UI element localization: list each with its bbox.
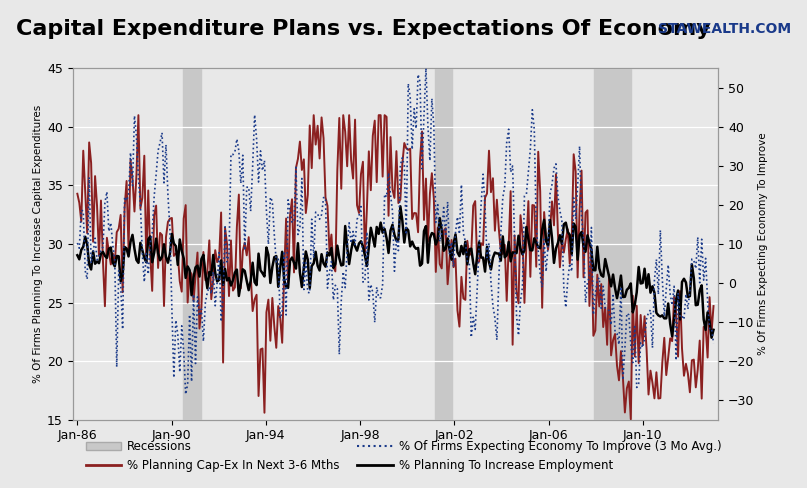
Y-axis label: % Of Firms Planning To Increase Capital Expenditures: % Of Firms Planning To Increase Capital … xyxy=(33,105,43,383)
% Of Firms Expecting Economy To Improve (3 Mo Avg.) xyxy=(165,226,175,232)
% Planning Cap-Ex In Next 3-6 Mths xyxy=(167,215,177,221)
% Planning To Increase Employment xyxy=(709,327,718,333)
% Planning To Increase Employment xyxy=(671,297,681,303)
Text: Capital Expenditure Plans vs. Expectations Of Economy: Capital Expenditure Plans vs. Expectatio… xyxy=(16,20,711,39)
% Planning To Increase Employment xyxy=(73,252,82,258)
Line: % Planning To Increase Employment: % Planning To Increase Employment xyxy=(77,206,713,338)
% Of Firms Expecting Economy To Improve (3 Mo Avg.) xyxy=(673,290,683,296)
% Planning To Increase Employment xyxy=(504,239,513,245)
% Planning To Increase Employment xyxy=(165,251,175,257)
% Planning To Increase Employment xyxy=(551,245,561,251)
% Planning Cap-Ex In Next 3-6 Mths xyxy=(551,171,561,177)
% Of Firms Expecting Economy To Improve (3 Mo Avg.) xyxy=(181,391,190,397)
% Of Firms Expecting Economy To Improve (3 Mo Avg.) xyxy=(709,340,718,346)
Bar xyxy=(435,68,453,420)
% Of Firms Expecting Economy To Improve (3 Mo Avg.) xyxy=(246,208,256,214)
% Planning Cap-Ex In Next 3-6 Mths xyxy=(133,112,143,118)
% Of Firms Expecting Economy To Improve (3 Mo Avg.) xyxy=(506,169,516,175)
% Planning Cap-Ex In Next 3-6 Mths xyxy=(246,271,256,277)
% Of Firms Expecting Economy To Improve (3 Mo Avg.) xyxy=(73,240,82,246)
% Planning To Increase Employment xyxy=(707,335,717,341)
Text: STAWEALTH.COM: STAWEALTH.COM xyxy=(658,22,791,36)
% Planning Cap-Ex In Next 3-6 Mths xyxy=(673,354,683,360)
% Planning Cap-Ex In Next 3-6 Mths xyxy=(626,416,636,422)
% Of Firms Expecting Economy To Improve (3 Mo Avg.) xyxy=(616,284,625,290)
% Planning To Increase Employment xyxy=(395,203,405,209)
Line: % Planning Cap-Ex In Next 3-6 Mths: % Planning Cap-Ex In Next 3-6 Mths xyxy=(77,115,713,419)
% Planning Cap-Ex In Next 3-6 Mths xyxy=(614,377,624,383)
% Planning Cap-Ex In Next 3-6 Mths xyxy=(73,191,82,197)
% Planning Cap-Ex In Next 3-6 Mths xyxy=(504,244,513,250)
Bar xyxy=(594,68,631,420)
Y-axis label: % Of Firms Expecting Economy To Improve: % Of Firms Expecting Economy To Improve xyxy=(759,133,768,355)
% Of Firms Expecting Economy To Improve (3 Mo Avg.) xyxy=(553,193,562,199)
% Of Firms Expecting Economy To Improve (3 Mo Avg.) xyxy=(421,65,431,71)
Bar xyxy=(183,68,201,420)
% Planning To Increase Employment xyxy=(244,287,253,293)
% Planning To Increase Employment xyxy=(614,285,624,291)
Legend: Recessions, % Planning Cap-Ex In Next 3-6 Mths, % Of Firms Expecting Economy To : Recessions, % Planning Cap-Ex In Next 3-… xyxy=(81,436,726,477)
Line: % Of Firms Expecting Economy To Improve (3 Mo Avg.): % Of Firms Expecting Economy To Improve … xyxy=(77,68,713,394)
% Planning Cap-Ex In Next 3-6 Mths xyxy=(709,303,718,309)
